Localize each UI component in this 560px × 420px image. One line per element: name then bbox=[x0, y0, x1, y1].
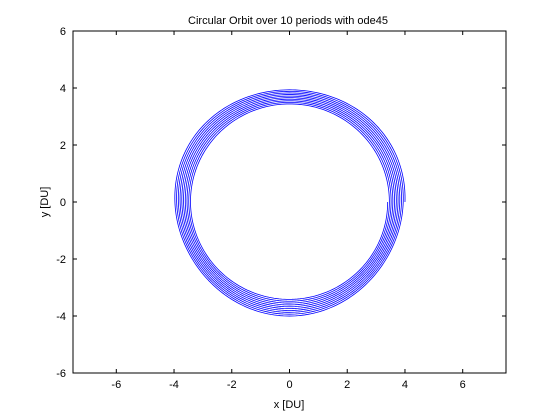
y-tick-label: 2 bbox=[60, 140, 66, 152]
x-tick-label: -2 bbox=[227, 379, 237, 391]
x-tick-label: 6 bbox=[460, 379, 466, 391]
y-tick-label: -6 bbox=[56, 368, 66, 380]
y-axis: -6 -4 -2 0 2 4 6 bbox=[56, 26, 506, 380]
orbit-series bbox=[174, 89, 406, 317]
x-axis-label: x [DU] bbox=[274, 399, 305, 411]
y-tick-label: -2 bbox=[56, 254, 66, 266]
x-axis: -6 -4 -2 0 2 4 6 bbox=[111, 31, 466, 391]
x-tick-label: -4 bbox=[169, 379, 179, 391]
y-tick-label: 4 bbox=[60, 83, 66, 95]
x-tick-label: -6 bbox=[111, 379, 121, 391]
plot-area bbox=[72, 30, 507, 374]
y-tick-label: 6 bbox=[60, 26, 66, 38]
y-tick-label: -4 bbox=[56, 311, 66, 323]
x-tick-label: 0 bbox=[286, 379, 292, 391]
orbit-line bbox=[174, 89, 406, 317]
chart-title: Circular Orbit over 10 periods with ode4… bbox=[188, 15, 388, 27]
x-tick-label: 2 bbox=[344, 379, 350, 391]
x-tick-label: 4 bbox=[402, 379, 408, 391]
y-axis-label: y [DU] bbox=[39, 187, 51, 218]
y-tick-label: 0 bbox=[60, 197, 66, 209]
